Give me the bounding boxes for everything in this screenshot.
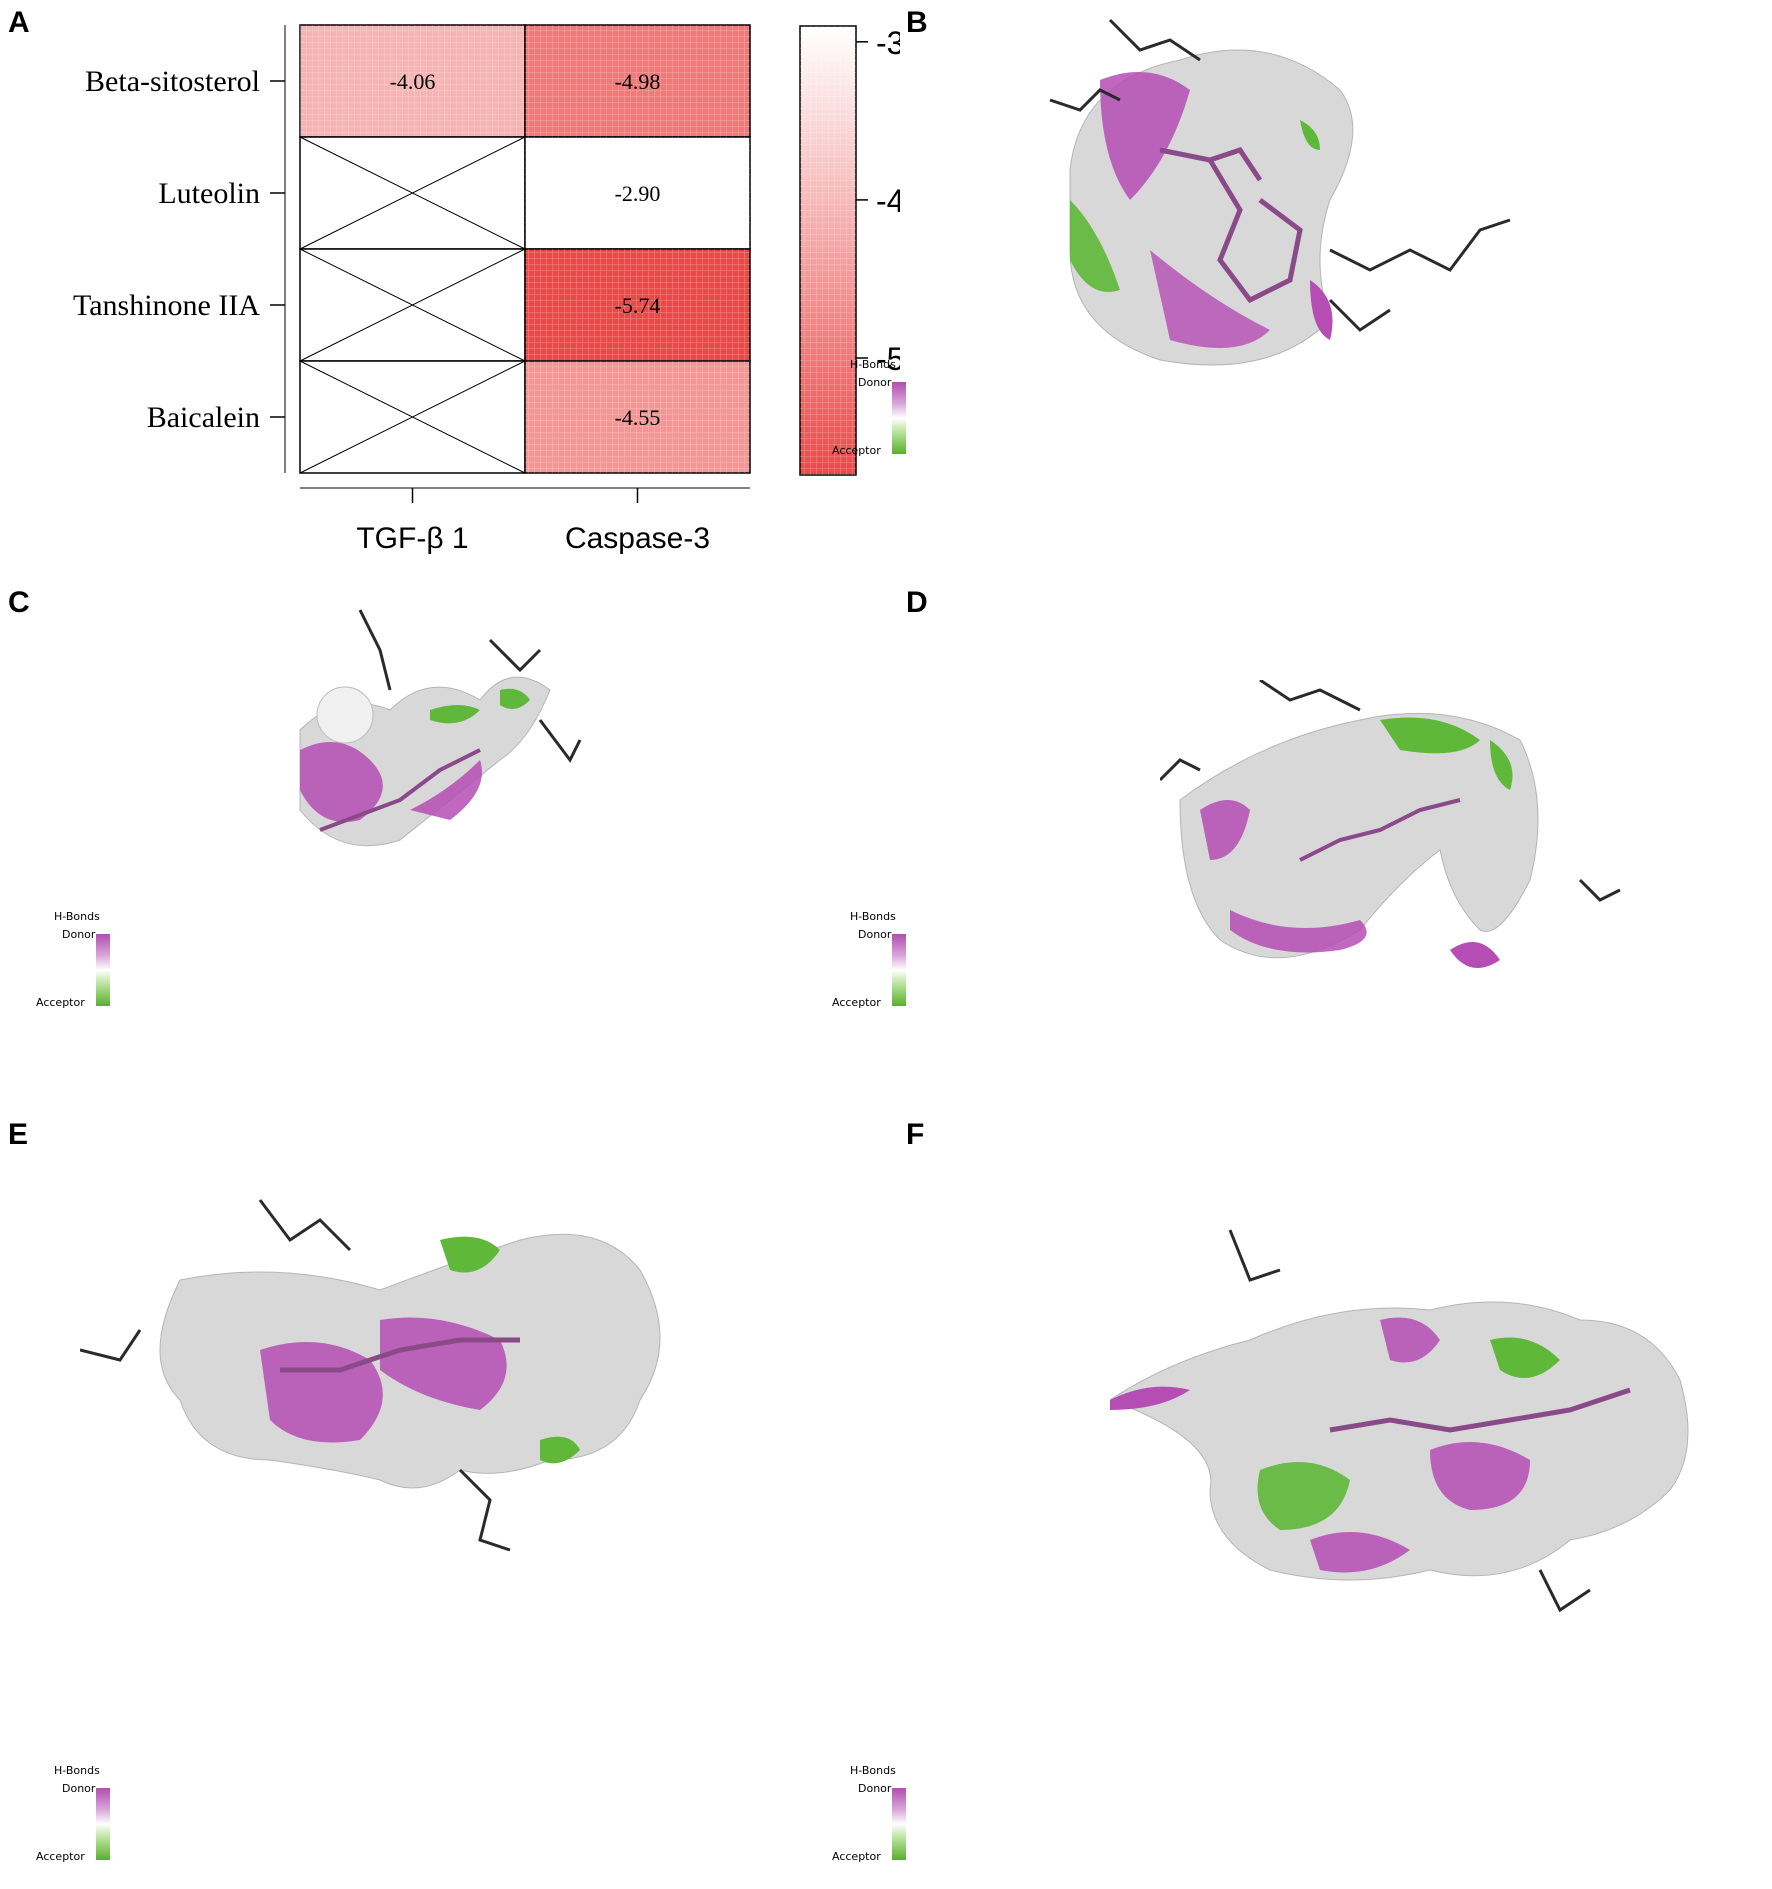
docking-view-d <box>1158 678 1680 1080</box>
cell-value-label: -2.90 <box>615 181 661 206</box>
cell-value-label: -4.98 <box>615 69 661 94</box>
hbond-legend-title: H-Bonds <box>850 358 896 371</box>
row-label: Tanshinone IIA <box>73 289 260 322</box>
heatmap-chart: -4.06 -4.98 Beta-sitosterol -2.90 Luteolin -5… <box>73 24 904 555</box>
heatmap-cell-texture <box>525 137 750 249</box>
missing-cross-line <box>299 248 526 362</box>
colorbar-tick-label: -5 <box>876 341 900 377</box>
docking-view-b <box>1010 0 1610 430</box>
column-label: Caspase-3 <box>565 522 710 555</box>
colorbar-tick-label: -3 <box>876 25 900 61</box>
protein-ligand-surface-e <box>79 1199 661 1552</box>
hbond-legend-title: H-Bonds <box>850 910 896 923</box>
hbond-gradient-bar <box>96 934 110 1006</box>
hbond-gradient-bar <box>892 934 906 1006</box>
heatmap-cell-texture <box>525 25 750 137</box>
cell-value-label: -4.55 <box>615 405 661 430</box>
panel-label-d: D <box>906 586 928 619</box>
row-label: Baicalein <box>147 401 260 434</box>
panel-label-c: C <box>8 586 30 619</box>
hbond-legend-acceptor: Acceptor <box>36 1850 85 1863</box>
hbond-legend-c: H-Bonds Donor Acceptor <box>34 910 154 1020</box>
panel-label-b: B <box>906 6 928 39</box>
heatmap-panel: -4.06 -4.98 Beta-sitosterol -2.90 Luteolin -5… <box>0 0 904 560</box>
hbond-legend-donor: Donor <box>62 928 96 941</box>
docking-view-e <box>79 1140 720 1560</box>
row-label: Beta-sitosterol <box>85 65 260 98</box>
protein-ligand-surface-c <box>299 609 582 847</box>
hbond-legend-title: H-Bonds <box>54 910 100 923</box>
hbond-gradient-bar <box>892 382 906 454</box>
hbond-legend-d: H-Bonds Donor Acceptor <box>830 910 950 1020</box>
row-label: Luteolin <box>158 177 260 210</box>
hbond-legend-donor: Donor <box>858 376 892 389</box>
hbond-legend-title: H-Bonds <box>850 1764 896 1777</box>
hbond-legend-acceptor: Acceptor <box>36 996 85 1009</box>
hbond-legend-f: H-Bonds Donor Acceptor <box>830 1764 950 1874</box>
heatmap-cell-texture <box>300 25 525 137</box>
hbond-legend-donor: Donor <box>858 928 892 941</box>
hbond-legend-acceptor: Acceptor <box>832 1850 881 1863</box>
hbond-legend-acceptor: Acceptor <box>832 996 881 1009</box>
heatmap-cell-texture <box>525 361 750 473</box>
hbond-gradient-bar <box>892 1788 906 1860</box>
hbond-legend-e: H-Bonds Donor Acceptor <box>34 1764 154 1874</box>
protein-ligand-surface-d <box>1158 678 1621 968</box>
protein-ligand-surface-f <box>1108 1229 1689 1613</box>
cell-value-label: -5.74 <box>615 293 661 318</box>
protein-ligand-surface-b <box>1049 18 1511 366</box>
heatmap-cell-texture <box>525 249 750 361</box>
panel-label-a: A <box>8 6 30 39</box>
docking-view-f <box>1108 1190 1750 1630</box>
hbond-legend-title: H-Bonds <box>54 1764 100 1777</box>
missing-cross-line <box>299 136 526 250</box>
panel-label-e: E <box>8 1118 29 1151</box>
cell-value-label: -4.06 <box>390 69 436 94</box>
hbond-legend-b: H-Bonds Donor Acceptor <box>830 358 950 468</box>
docking-view-c <box>280 590 740 890</box>
missing-cross-line <box>299 360 526 474</box>
hbond-legend-donor: Donor <box>858 1782 892 1795</box>
hbond-legend-acceptor: Acceptor <box>832 444 881 457</box>
panel-label-f: F <box>906 1118 925 1151</box>
hbond-legend-donor: Donor <box>62 1782 96 1795</box>
hbond-gradient-bar <box>96 1788 110 1860</box>
colorbar-tick-label: -4 <box>876 183 900 219</box>
colorbar-texture <box>800 26 856 475</box>
column-label: TGF-β 1 <box>356 522 468 555</box>
